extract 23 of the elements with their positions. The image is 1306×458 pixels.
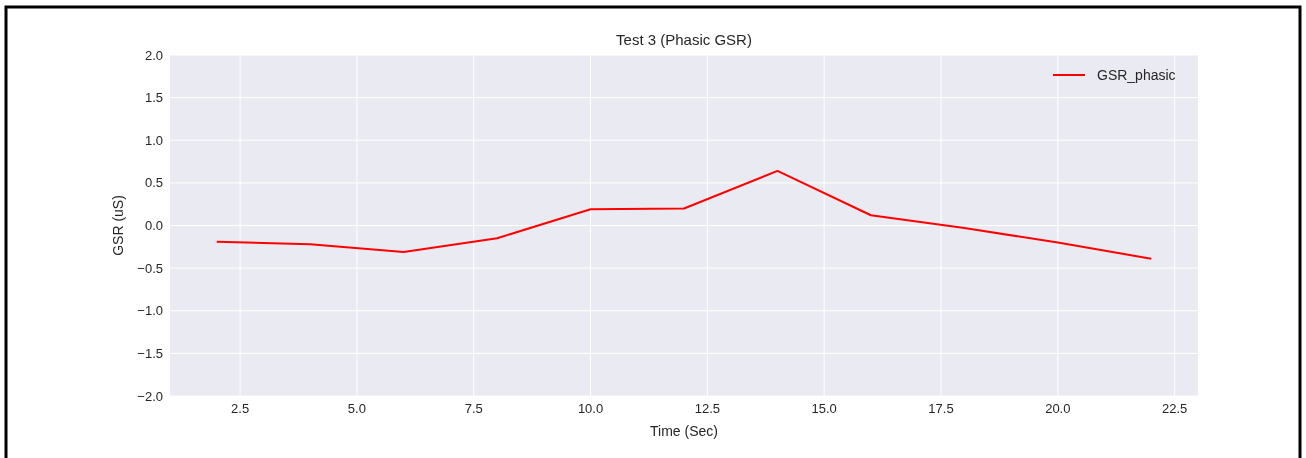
- x-tick-label: 2.5: [231, 401, 250, 416]
- y-tick-label: −2.0: [137, 388, 163, 404]
- y-tick-label: 1.5: [144, 90, 163, 106]
- legend-label: GSR_phasic: [1097, 67, 1176, 83]
- x-tick-label: 5.0: [347, 401, 366, 416]
- y-tick-label: −1.5: [137, 345, 163, 361]
- x-tick-label: 10.0: [577, 401, 604, 416]
- x-tick-label: 17.5: [928, 401, 954, 416]
- x-tick-label: 15.0: [811, 401, 837, 416]
- y-tick-label: 1.0: [144, 132, 163, 148]
- x-tick-label: 22.5: [1161, 401, 1188, 416]
- chart-title: Test 3 (Phasic GSR): [616, 31, 752, 48]
- x-tick-label: 20.0: [1045, 401, 1071, 416]
- y-axis-title: GSR (uS): [110, 195, 126, 256]
- y-tick-label: −0.5: [137, 260, 163, 276]
- x-tick-label: 7.5: [464, 401, 483, 416]
- y-tick-label: −1.0: [137, 303, 163, 319]
- y-tick-label: 2.0: [144, 47, 163, 63]
- x-tick-label: 12.5: [694, 401, 721, 416]
- y-tick-label: 0.0: [144, 218, 163, 233]
- x-axis-title: Time (Sec): [650, 423, 718, 439]
- y-tick-label: 0.5: [144, 175, 163, 191]
- line-series: [215, 169, 1153, 260]
